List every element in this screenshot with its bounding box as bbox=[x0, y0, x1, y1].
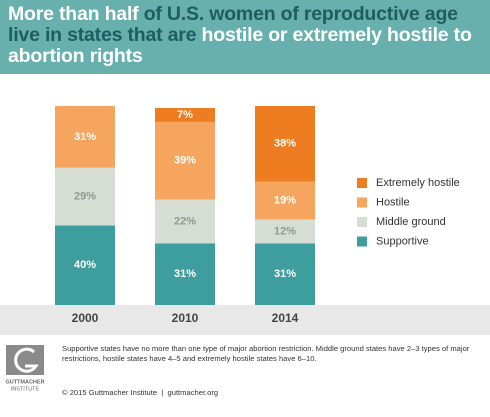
value-label: 31% bbox=[174, 268, 196, 280]
bar-segment bbox=[255, 106, 315, 182]
value-label: 31% bbox=[74, 131, 96, 143]
legend-swatch bbox=[357, 236, 367, 247]
bar-segment bbox=[55, 167, 115, 226]
legend-label: Hostile bbox=[376, 196, 410, 208]
title-segment: hostile or extremely hostile to abortion… bbox=[8, 24, 472, 67]
value-label: 39% bbox=[174, 155, 196, 167]
source: © 2015 Guttmacher Institute | guttmacher… bbox=[62, 388, 219, 397]
bar-segment bbox=[155, 199, 215, 244]
logo-text: GUTTMACHER bbox=[5, 379, 44, 385]
bar-segment bbox=[55, 225, 115, 305]
value-label: 40% bbox=[74, 259, 96, 271]
legend-label: Supportive bbox=[376, 235, 429, 247]
x-tick-label: 2010 bbox=[172, 311, 199, 325]
value-label: 31% bbox=[274, 268, 296, 280]
value-label: 22% bbox=[174, 215, 196, 227]
value-label: 7% bbox=[177, 109, 193, 121]
legend-label: Extremely hostile bbox=[376, 177, 460, 189]
legend-label: Middle ground bbox=[376, 216, 446, 228]
x-tick-label: 2000 bbox=[72, 311, 99, 325]
chart-title: More than half of U.S. women of reproduc… bbox=[8, 4, 484, 67]
logo-glyph bbox=[14, 347, 39, 373]
value-label: 12% bbox=[274, 225, 296, 237]
header-band: More than half of U.S. women of reproduc… bbox=[0, 0, 490, 74]
bar-segment bbox=[155, 107, 215, 122]
title-segment: of U.S. women of reproductive age live i… bbox=[8, 3, 458, 46]
bar-segment bbox=[255, 219, 315, 244]
value-label: 38% bbox=[274, 138, 296, 150]
logo: GUTTMACHER INSTITUTE bbox=[5, 345, 45, 392]
legend-swatch bbox=[357, 197, 367, 208]
legend-swatch bbox=[357, 178, 367, 188]
bar-segment bbox=[155, 121, 215, 200]
value-label: 29% bbox=[74, 190, 96, 202]
logo-text: INSTITUTE bbox=[11, 386, 40, 392]
value-label: 19% bbox=[274, 194, 296, 206]
x-tick-label: 2014 bbox=[272, 311, 299, 325]
bar-segment bbox=[255, 181, 315, 220]
bar-segment bbox=[255, 243, 315, 305]
axis-band bbox=[0, 305, 490, 335]
bar-segment bbox=[155, 243, 215, 305]
title-segment: More than half bbox=[8, 3, 139, 25]
legend-swatch bbox=[357, 217, 367, 227]
footnote: Supportive states have no more than one … bbox=[62, 344, 470, 363]
bar-segment bbox=[55, 106, 115, 168]
